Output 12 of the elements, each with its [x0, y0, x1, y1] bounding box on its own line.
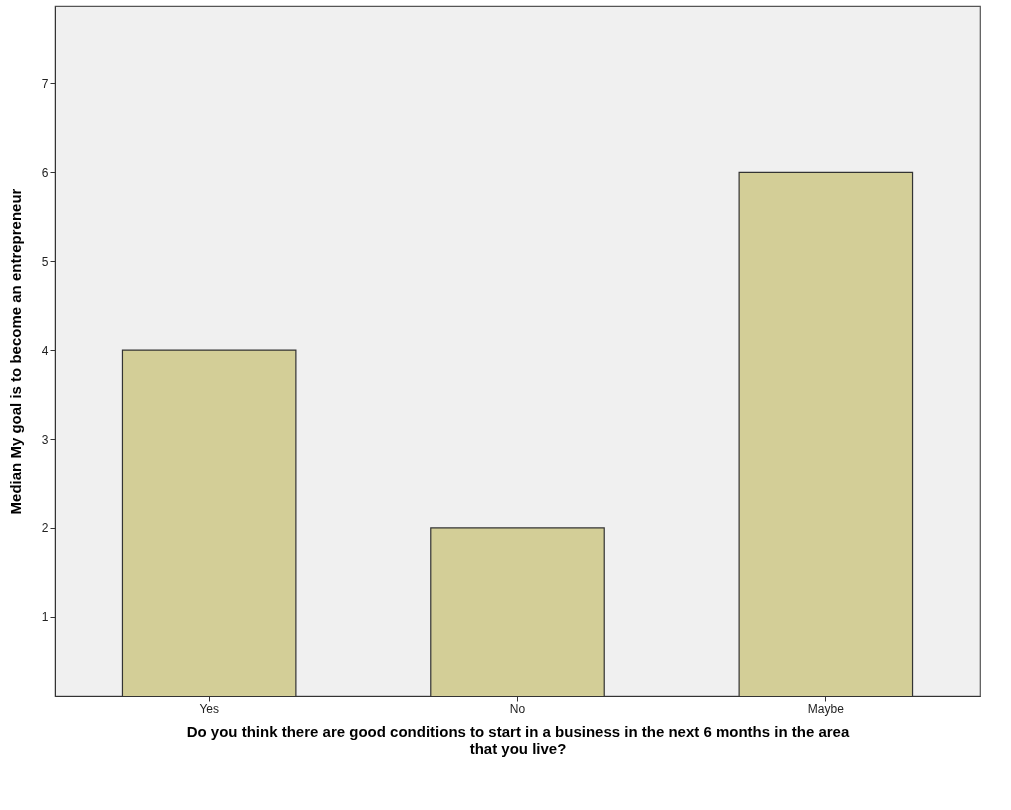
y-tick-label: 6 — [41, 165, 49, 180]
y-tick-label: 4 — [41, 343, 49, 358]
y-tick-label: 2 — [41, 521, 49, 536]
y-tick-label: 7 — [41, 76, 49, 91]
y-tick-label: 5 — [41, 254, 49, 269]
x-axis-title: Do you think there are good conditions to start in a business in the next 6 months in the area that you live? — [186, 722, 850, 757]
x-tick-label: Yes — [199, 701, 219, 716]
y-axis-title: Median My goal is to become an entrepreneur — [6, 188, 24, 515]
x-tick-label: No — [509, 701, 526, 716]
y-tick-label: 3 — [41, 432, 49, 447]
x-tick-label: Maybe — [807, 701, 845, 716]
y-tick-label: 1 — [41, 610, 49, 625]
